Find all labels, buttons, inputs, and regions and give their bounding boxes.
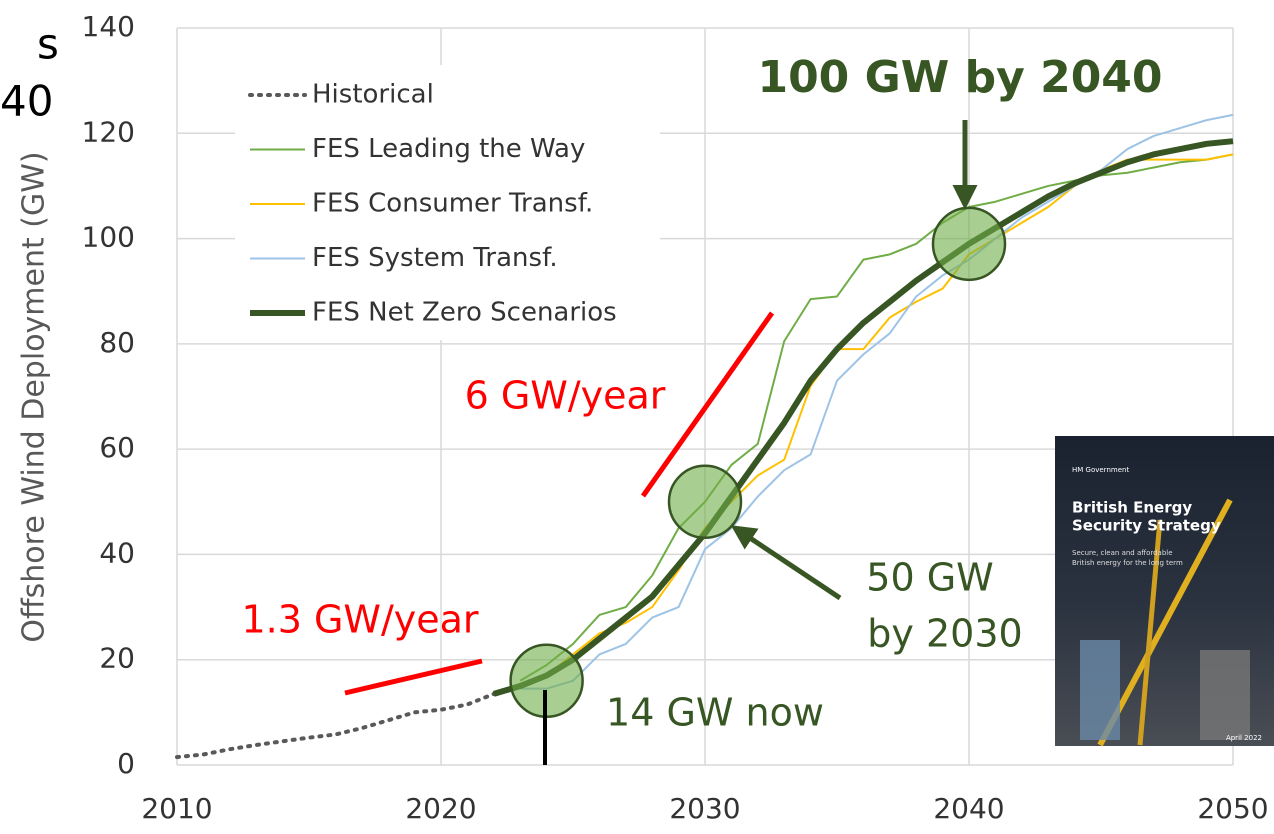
x-tick-label: 2030 xyxy=(669,792,740,825)
annotation: 100 GW by 2040 xyxy=(757,52,1162,103)
y-tick-label: 140 xyxy=(82,10,135,43)
x-tick-label: 2010 xyxy=(141,792,212,825)
cover-org: HM Government xyxy=(1072,466,1129,474)
y-tick-label: 80 xyxy=(99,326,135,359)
x-tick-label: 2050 xyxy=(1197,792,1268,825)
y-tick-label: 60 xyxy=(99,431,135,464)
cover-subtitle: British energy for the long term xyxy=(1072,559,1183,567)
annotation: by 2030 xyxy=(867,612,1022,656)
cropped-text: 40 xyxy=(0,77,53,126)
cover-title: British Energy xyxy=(1072,499,1192,517)
y-tick-label: 20 xyxy=(99,642,135,675)
cover-title: Security Strategy xyxy=(1072,517,1221,535)
rate-line xyxy=(640,311,775,498)
series-line xyxy=(175,691,496,760)
legend xyxy=(235,65,660,340)
y-tick-label: 0 xyxy=(117,747,135,780)
arrow xyxy=(730,525,842,601)
cover-date: April 2022 xyxy=(1226,734,1262,742)
series-line xyxy=(519,153,1234,682)
legend-label: Historical xyxy=(312,80,434,110)
highlight-circle xyxy=(931,206,1007,282)
highlight-circle xyxy=(667,464,743,540)
x-tick-label: 2040 xyxy=(933,792,1004,825)
cropped-text: s xyxy=(37,20,59,69)
y-tick-label: 100 xyxy=(82,221,135,254)
x-tick-label: 2020 xyxy=(405,792,476,825)
cover-subtitle: Secure, clean and affordable xyxy=(1072,549,1173,557)
annotation: 6 GW/year xyxy=(465,374,666,418)
y-tick-label: 40 xyxy=(99,536,135,569)
legend-label: FES Net Zero Scenarios xyxy=(312,298,617,328)
y-tick-label: 120 xyxy=(82,115,135,148)
series-line xyxy=(492,138,1234,697)
y-axis-label: Offshore Wind Deployment (GW) xyxy=(17,151,52,642)
legend-label: FES Consumer Transf. xyxy=(312,189,593,219)
legend-label: FES Leading the Way xyxy=(312,134,585,164)
rate-line xyxy=(344,658,483,696)
series-line xyxy=(520,113,1234,690)
annotation: 50 GW xyxy=(866,556,993,600)
report-cover xyxy=(1055,436,1274,747)
annotation: 1.3 GW/year xyxy=(241,598,478,642)
annotation: 14 GW now xyxy=(606,691,824,735)
legend-label: FES System Transf. xyxy=(312,243,558,273)
